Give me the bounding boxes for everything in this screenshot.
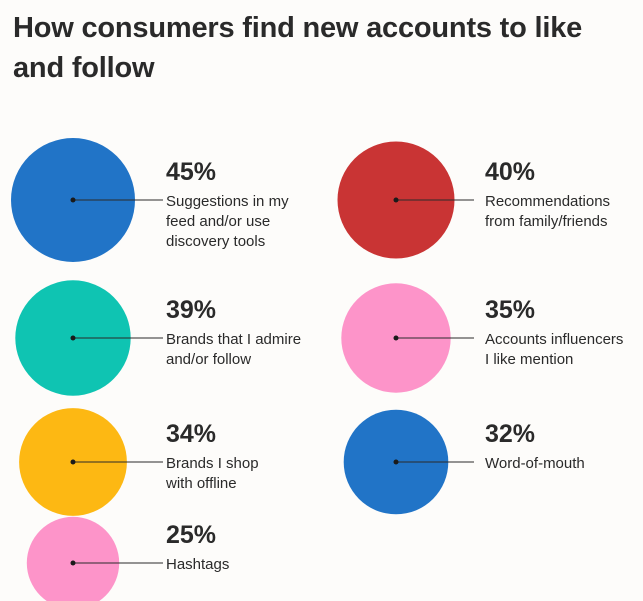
bubble-item: 34% Brands I shop with offline: [19, 408, 259, 516]
category-label: Recommendations: [485, 193, 610, 210]
bubble: [26, 516, 120, 601]
chart-title: How consumers find new accounts to like …: [13, 12, 583, 84]
category-label: Word-of-mouth: [485, 455, 585, 472]
bubble-item: 45% Suggestions in my feed and/or use disco…: [11, 138, 289, 262]
category-label: with offline: [165, 475, 237, 492]
leader-dot: [393, 335, 399, 341]
bubble-item: 35% Accounts influencers I like mention: [341, 283, 623, 393]
category-label: Suggestions in my: [166, 193, 289, 210]
leader-dot: [70, 560, 76, 566]
category-label: Hashtags: [166, 556, 229, 573]
category-label: Brands that I admire: [166, 331, 301, 348]
category-label: and/or follow: [166, 351, 251, 368]
leader-dot: [70, 459, 76, 465]
leader-dot: [393, 197, 399, 203]
bubble-item: 40% Recommendations from family/friends: [337, 141, 610, 259]
category-label: feed and/or use: [166, 213, 270, 230]
leader-dot: [70, 197, 76, 203]
percent-label: 35%: [485, 296, 535, 324]
category-label: I like mention: [485, 351, 573, 368]
percent-label: 25%: [166, 521, 216, 549]
percent-label: 39%: [166, 296, 216, 324]
category-label: from family/friends: [485, 213, 608, 230]
percent-label: 34%: [166, 420, 216, 448]
bubble-item: 32% Word-of-mouth: [343, 409, 585, 515]
bubble-item: 39% Brands that I admire and/or follow: [15, 280, 301, 396]
category-label: Brands I shop: [166, 455, 259, 472]
leader-dot: [393, 459, 399, 465]
category-label: discovery tools: [166, 233, 265, 250]
category-label: Accounts influencers: [485, 331, 623, 348]
leader-dot: [70, 335, 76, 341]
percent-label: 45%: [166, 158, 216, 186]
percent-label: 32%: [485, 420, 535, 448]
percent-label: 40%: [485, 158, 535, 186]
bubble-item: 25% Hashtags: [26, 516, 229, 601]
